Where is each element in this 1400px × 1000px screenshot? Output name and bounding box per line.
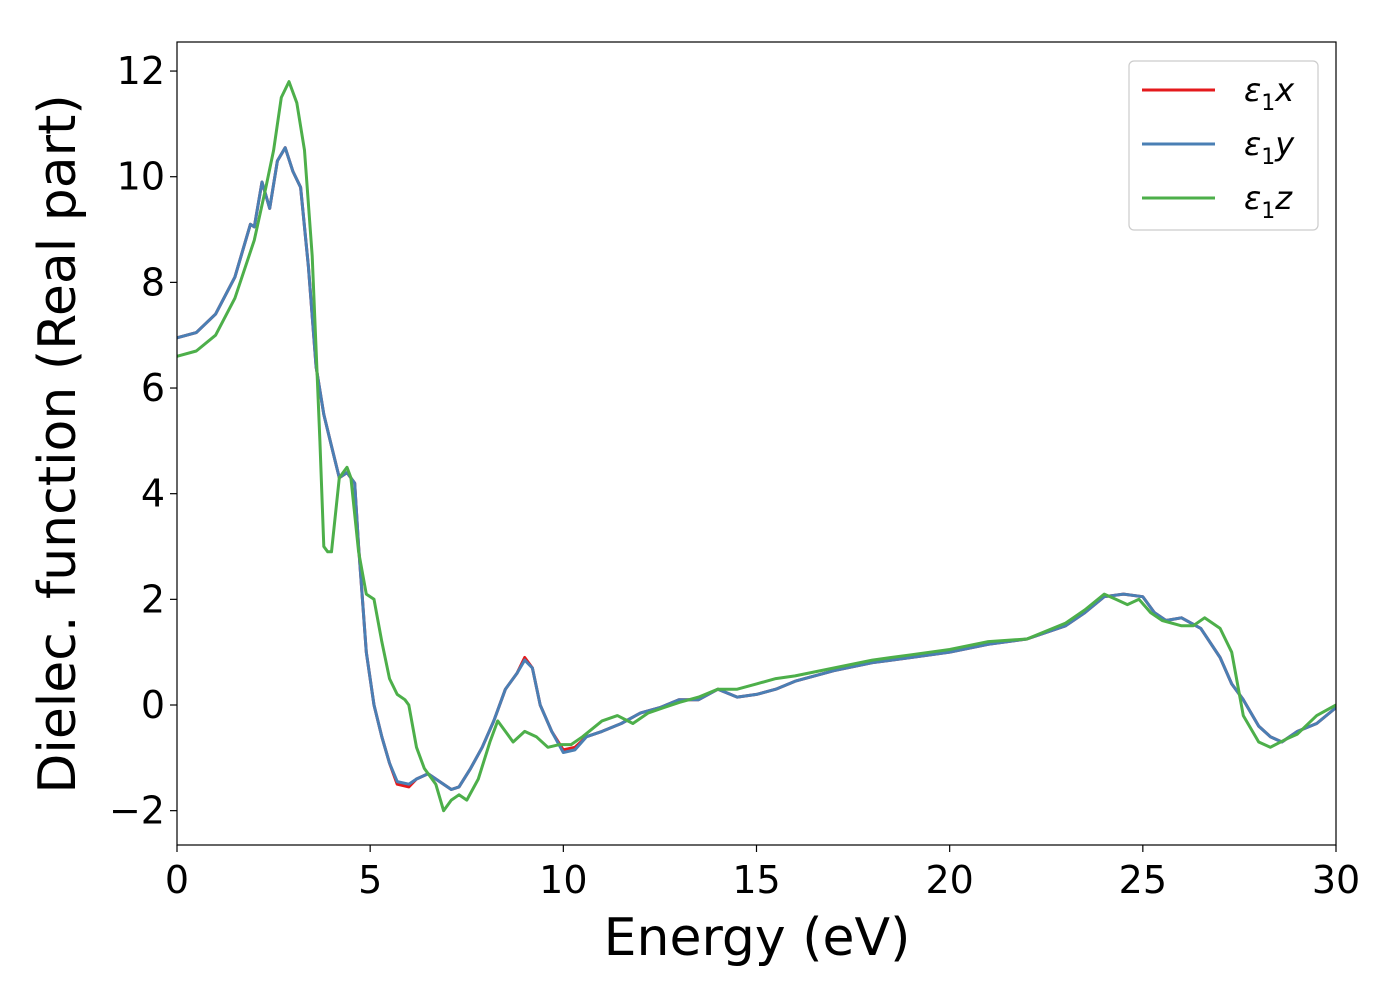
legend-label-base: ε xyxy=(1244,125,1261,163)
y-tick-label: 4 xyxy=(141,472,165,516)
legend-label-base: ε xyxy=(1244,71,1261,109)
legend-label-suffix: z xyxy=(1274,179,1293,217)
y-axis-label: Dielec. function (Real part) xyxy=(28,94,88,793)
y-tick-label: 10 xyxy=(117,155,165,199)
legend-label-subscript: 1 xyxy=(1261,91,1275,116)
x-tick-label: 30 xyxy=(1312,858,1360,902)
y-tick-label: 8 xyxy=(141,260,165,304)
x-tick-label: 20 xyxy=(925,858,973,902)
legend-label-subscript: 1 xyxy=(1261,145,1275,170)
y-tick-label: 12 xyxy=(117,49,165,93)
y-tick-label: 6 xyxy=(141,366,165,410)
x-axis-label: Energy (eV) xyxy=(604,908,911,968)
x-tick-label: 5 xyxy=(358,858,382,902)
y-tick-label: −2 xyxy=(109,789,165,833)
y-tick-label: 2 xyxy=(141,577,165,621)
x-tick-label: 10 xyxy=(539,858,587,902)
legend-label-suffix: y xyxy=(1274,125,1295,163)
x-tick-label: 0 xyxy=(165,858,189,902)
legend-label-subscript: 1 xyxy=(1261,199,1275,224)
y-tick-label: 0 xyxy=(141,683,165,727)
x-tick-label: 25 xyxy=(1119,858,1167,902)
legend-label-base: ε xyxy=(1244,179,1261,217)
x-tick-label: 15 xyxy=(732,858,780,902)
legend-label-suffix: x xyxy=(1274,71,1295,109)
